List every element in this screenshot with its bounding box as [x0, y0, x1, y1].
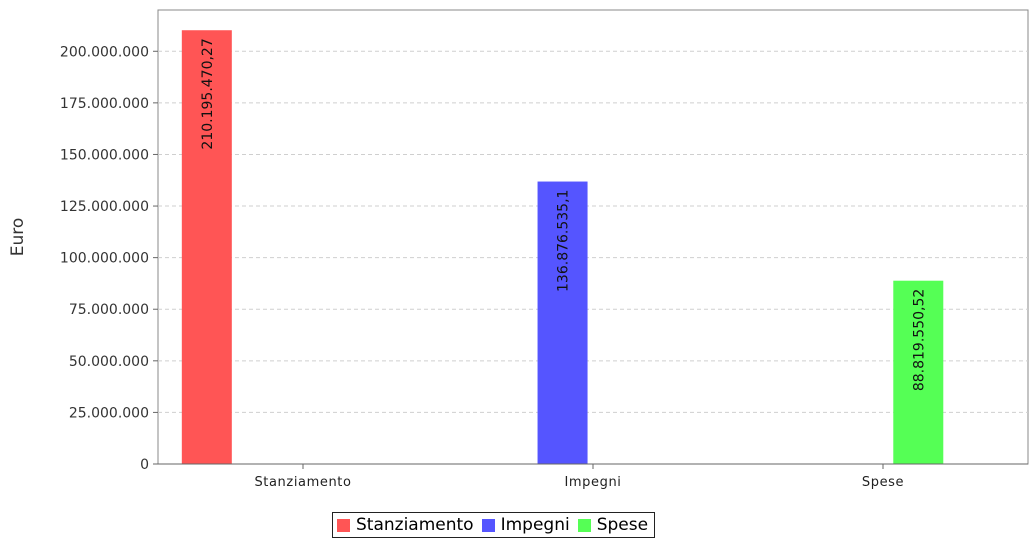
y-axis-label: Euro	[8, 218, 28, 257]
x-tick-label: Spese	[862, 475, 904, 490]
bar-value-label: 88.819.550,52	[911, 289, 927, 391]
bar-value-label: 210.195.470,27	[200, 38, 216, 149]
bar	[181, 30, 232, 465]
bar-value-label: 136.876.535,1	[556, 190, 572, 292]
legend-swatch-impegni	[481, 518, 495, 532]
bar	[893, 280, 944, 464]
legend-label-impegni: Impegni	[500, 515, 570, 535]
y-tick-label: 0	[140, 457, 149, 473]
x-tick-label: Stanziamento	[254, 475, 351, 490]
legend-item-impegni: Impegni	[481, 515, 570, 535]
y-tick-label: 100.000.000	[60, 251, 149, 267]
legend-swatch-stanziamento	[337, 518, 350, 532]
x-tick-label: Impegni	[564, 475, 621, 490]
y-tick-label: 125.000.000	[60, 199, 149, 215]
legend-swatch-spese	[577, 518, 591, 532]
y-tick-label: 150.000.000	[60, 147, 149, 163]
y-tick-label: 200.000.000	[60, 44, 149, 60]
y-tick-label: 175.000.000	[60, 96, 149, 112]
legend-item-spese: Spese	[577, 515, 649, 535]
y-tick-label: 25.000.000	[69, 405, 149, 421]
legend-item-stanziamento: Stanziamento	[337, 515, 474, 535]
y-tick-label: 50.000.000	[69, 354, 149, 370]
bar	[537, 181, 588, 464]
legend-label-spese: Spese	[596, 515, 649, 535]
legend-label-stanziamento: Stanziamento	[356, 515, 474, 535]
chart-legend: Stanziamento Impegni Spese	[332, 512, 656, 538]
plot-area	[157, 9, 1029, 465]
y-tick-label: 75.000.000	[69, 302, 149, 318]
